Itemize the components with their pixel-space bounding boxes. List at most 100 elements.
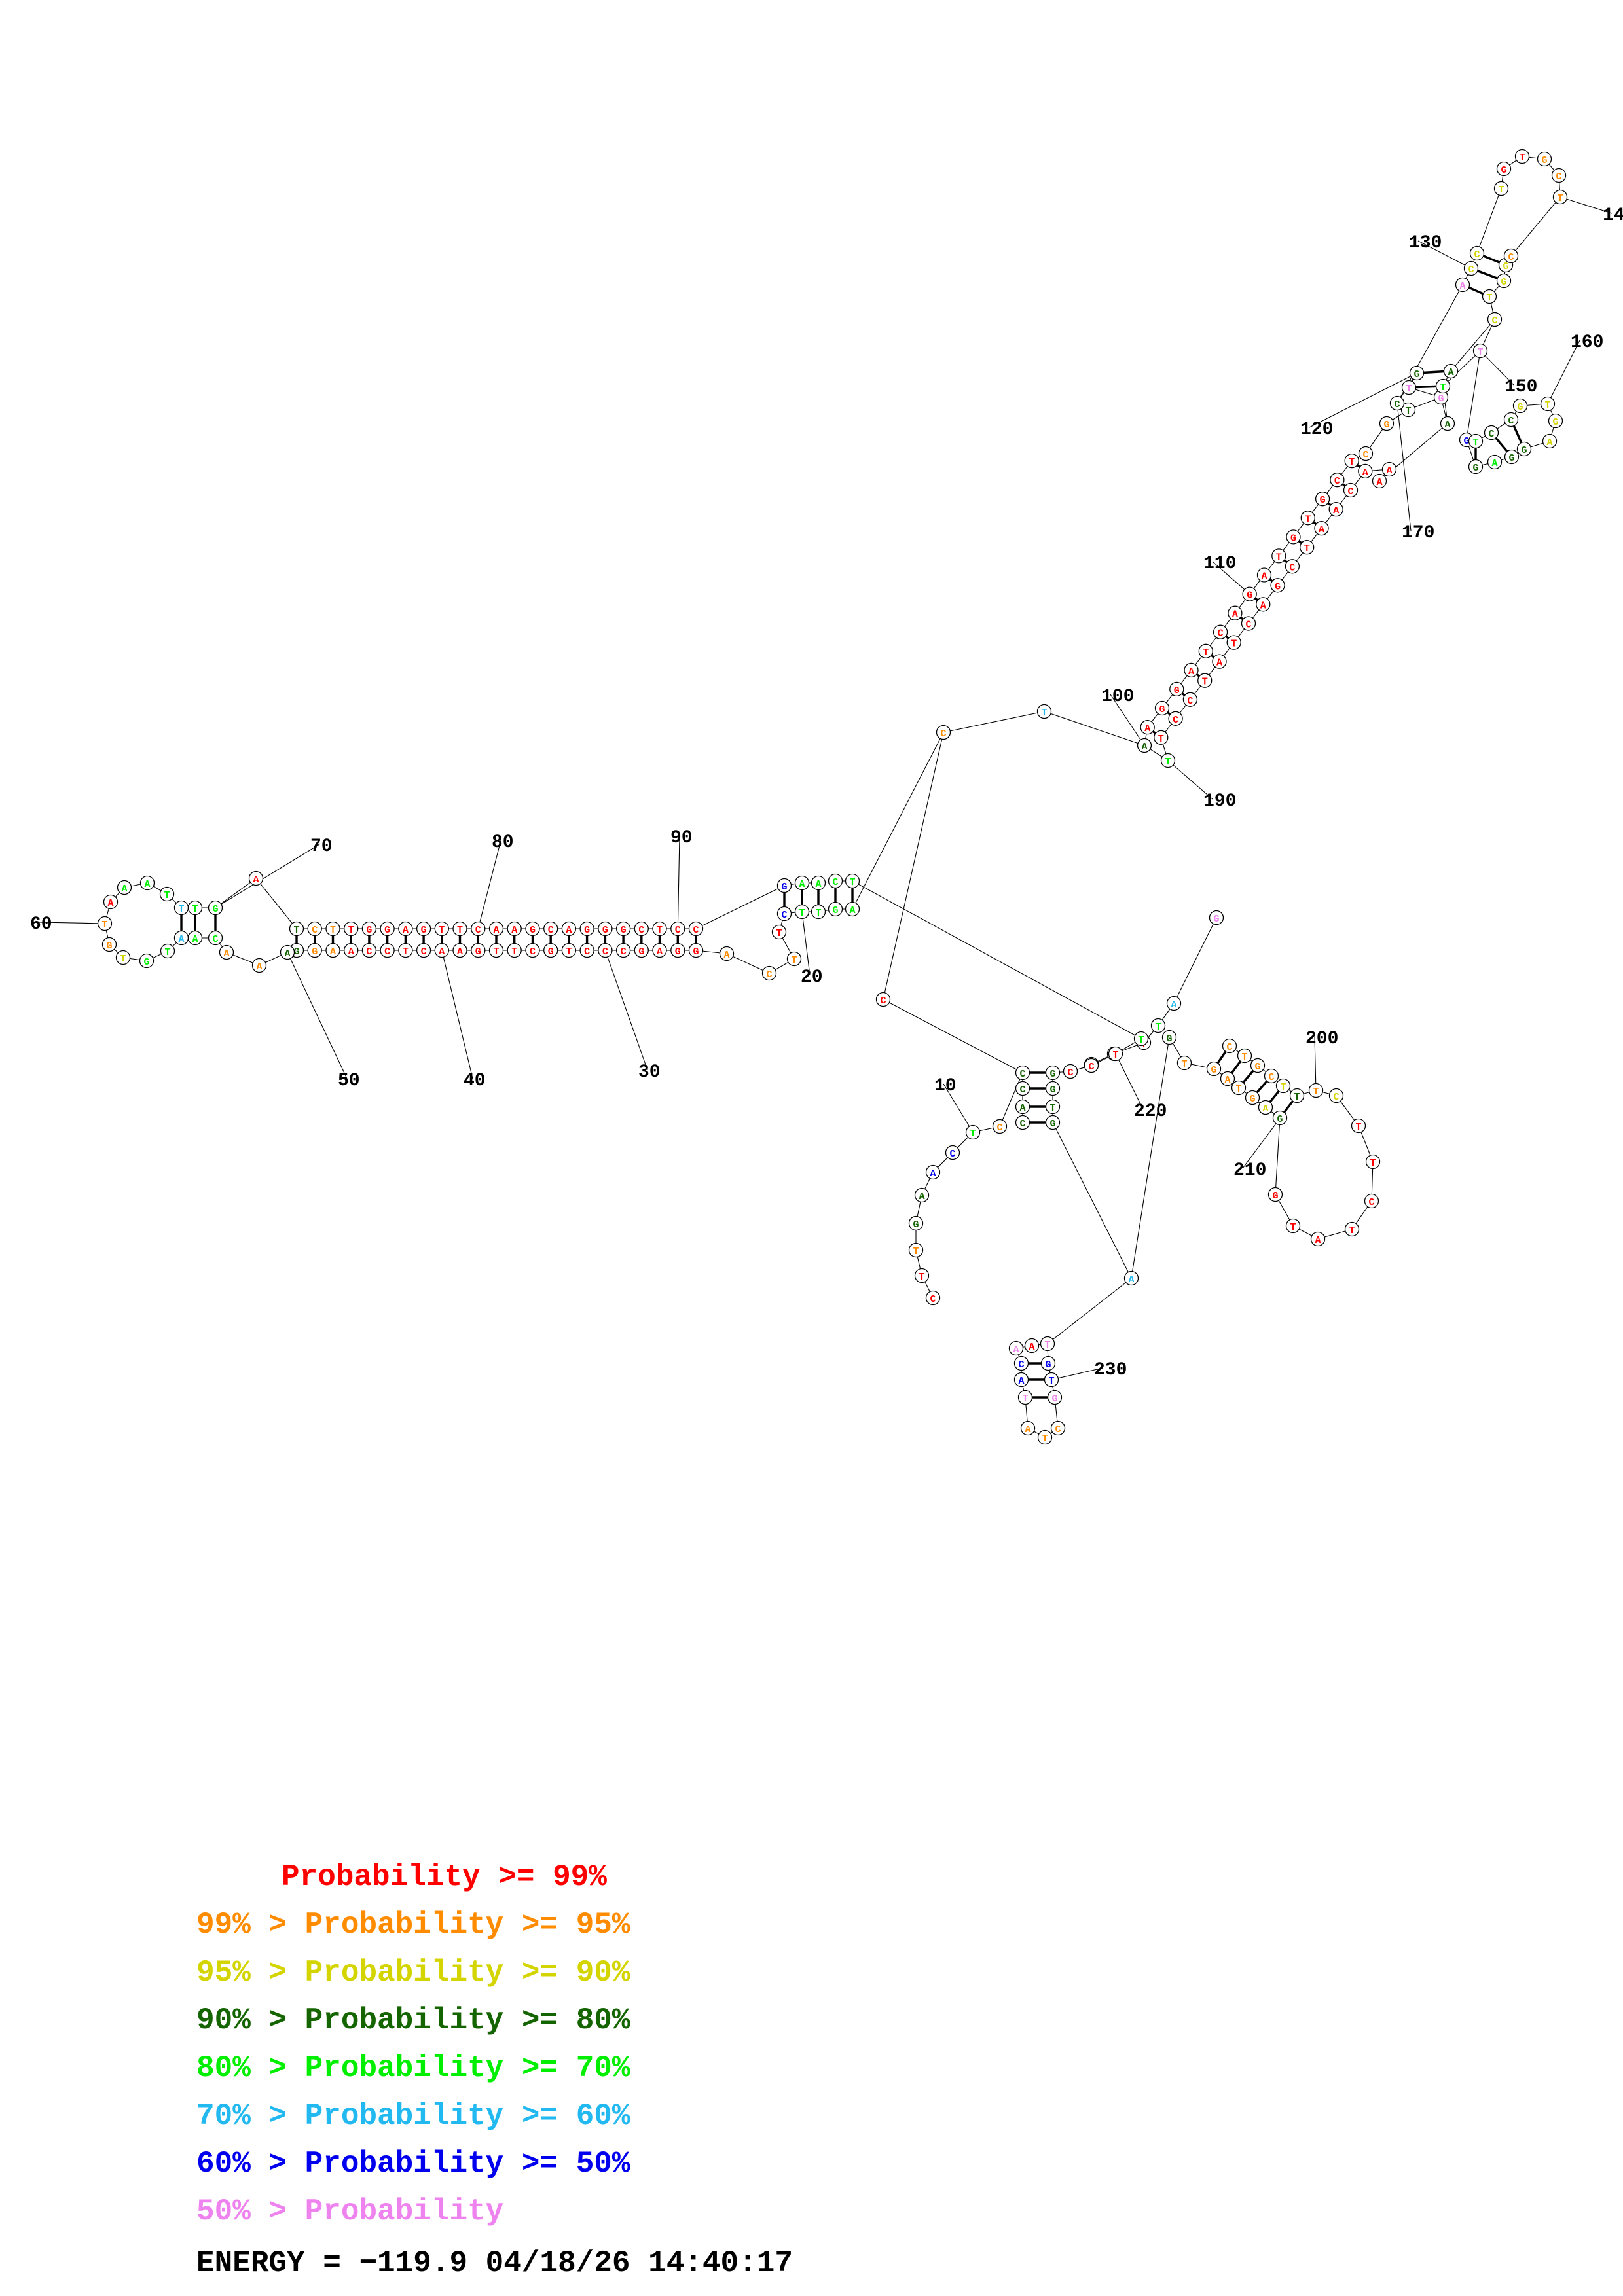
svg-text:T: T bbox=[1181, 1059, 1187, 1070]
svg-text:T: T bbox=[1349, 457, 1355, 468]
svg-text:A: A bbox=[1029, 1342, 1034, 1353]
svg-text:G: G bbox=[693, 946, 699, 958]
svg-text:T: T bbox=[178, 904, 184, 915]
svg-text:A: A bbox=[1025, 1424, 1030, 1435]
svg-text:T: T bbox=[1155, 1022, 1161, 1033]
svg-text:T: T bbox=[493, 946, 499, 958]
svg-text:Probability >= 99%: Probability >= 99% bbox=[282, 1860, 607, 1894]
svg-text:T: T bbox=[1231, 639, 1237, 650]
svg-text:C: C bbox=[584, 946, 590, 958]
svg-text:T: T bbox=[1022, 1393, 1028, 1405]
svg-text:T: T bbox=[1138, 1035, 1144, 1046]
svg-text:T: T bbox=[1557, 193, 1563, 204]
svg-text:100: 100 bbox=[1101, 687, 1134, 707]
svg-text:C: C bbox=[766, 969, 772, 980]
svg-text:T: T bbox=[849, 877, 855, 888]
svg-text:99% > Probability >= 95%: 99% > Probability >= 95% bbox=[196, 1908, 630, 1942]
svg-text:C: C bbox=[1088, 1062, 1094, 1073]
svg-text:80: 80 bbox=[492, 833, 514, 853]
svg-text:T: T bbox=[1165, 757, 1171, 768]
svg-text:A: A bbox=[1224, 1075, 1230, 1086]
svg-text:C: C bbox=[1468, 264, 1474, 276]
svg-text:T: T bbox=[1405, 406, 1411, 417]
svg-text:A: A bbox=[1018, 1376, 1024, 1387]
svg-text:G: G bbox=[212, 904, 218, 915]
svg-text:A: A bbox=[457, 946, 463, 958]
svg-text:A: A bbox=[1261, 571, 1267, 583]
svg-text:C: C bbox=[1334, 476, 1340, 487]
svg-text:T: T bbox=[913, 1246, 919, 1257]
svg-text:G: G bbox=[1211, 1065, 1216, 1076]
svg-text:T: T bbox=[1498, 185, 1504, 196]
svg-text:G: G bbox=[1247, 590, 1252, 601]
svg-text:G: G bbox=[143, 957, 149, 968]
svg-text:30: 30 bbox=[638, 1062, 661, 1083]
svg-text:C: C bbox=[548, 925, 554, 936]
svg-text:C: C bbox=[781, 910, 787, 921]
svg-text:T: T bbox=[1355, 1122, 1361, 1133]
svg-text:G: G bbox=[1413, 369, 1419, 380]
svg-text:T: T bbox=[1313, 1086, 1319, 1098]
svg-text:T: T bbox=[403, 946, 409, 958]
svg-text:C: C bbox=[1055, 1424, 1061, 1435]
svg-text:G: G bbox=[1521, 445, 1527, 456]
svg-text:A: A bbox=[799, 879, 805, 890]
svg-text:160: 160 bbox=[1571, 332, 1603, 353]
svg-text:C: C bbox=[1491, 315, 1497, 327]
svg-text:A: A bbox=[815, 879, 821, 890]
svg-text:G: G bbox=[1501, 165, 1506, 176]
svg-text:C: C bbox=[602, 946, 608, 958]
svg-text:A: A bbox=[1315, 1235, 1321, 1246]
svg-text:G: G bbox=[638, 946, 644, 958]
svg-text:C: C bbox=[940, 728, 946, 740]
svg-text:220: 220 bbox=[1134, 1102, 1167, 1122]
svg-text:T: T bbox=[330, 925, 336, 936]
svg-text:C: C bbox=[675, 925, 681, 936]
svg-text:120: 120 bbox=[1300, 420, 1333, 440]
svg-text:G: G bbox=[832, 905, 838, 916]
svg-text:230: 230 bbox=[1094, 1360, 1127, 1380]
svg-text:70: 70 bbox=[310, 836, 333, 857]
svg-text:T: T bbox=[1440, 382, 1446, 393]
svg-text:50: 50 bbox=[338, 1071, 360, 1091]
svg-text:G: G bbox=[1508, 453, 1514, 464]
svg-text:G: G bbox=[548, 946, 554, 958]
svg-text:G: G bbox=[602, 925, 608, 936]
svg-text:T: T bbox=[1112, 1050, 1118, 1061]
svg-text:T: T bbox=[970, 1128, 976, 1139]
svg-text:A: A bbox=[1141, 742, 1147, 753]
svg-text:A: A bbox=[1013, 1344, 1019, 1355]
svg-text:C: C bbox=[1019, 1069, 1025, 1080]
svg-text:T: T bbox=[1044, 1340, 1050, 1351]
svg-text:G: G bbox=[1541, 155, 1547, 166]
svg-text:G: G bbox=[1501, 277, 1506, 288]
svg-text:G: G bbox=[421, 925, 427, 936]
svg-text:G: G bbox=[1249, 1094, 1255, 1105]
svg-text:G: G bbox=[1166, 1033, 1172, 1045]
svg-text:A: A bbox=[1491, 458, 1497, 469]
svg-text:C: C bbox=[1556, 171, 1561, 183]
svg-text:A: A bbox=[1386, 465, 1392, 476]
svg-text:G: G bbox=[1383, 420, 1389, 431]
svg-text:T: T bbox=[1406, 384, 1412, 395]
svg-text:C: C bbox=[1245, 620, 1251, 631]
svg-text:ENERGY = −119.9 04/18/26 14:4: ENERGY = −119.9 04/18/26 14:40:17 bbox=[196, 2246, 793, 2280]
svg-text:A: A bbox=[1262, 1103, 1268, 1115]
svg-text:A: A bbox=[723, 950, 729, 961]
svg-text:A: A bbox=[144, 879, 150, 890]
svg-text:T: T bbox=[657, 925, 663, 936]
svg-text:G: G bbox=[1213, 914, 1219, 925]
svg-text:A: A bbox=[1319, 524, 1324, 535]
svg-text:C: C bbox=[1173, 715, 1178, 726]
svg-text:C: C bbox=[1018, 1359, 1024, 1371]
svg-text:C: C bbox=[1226, 1042, 1232, 1053]
svg-text:C: C bbox=[1289, 562, 1295, 573]
svg-text:A: A bbox=[493, 925, 499, 936]
svg-text:210: 210 bbox=[1233, 1160, 1266, 1181]
svg-text:G: G bbox=[621, 925, 627, 936]
svg-text:90% > Probability >= 80%: 90% > Probability >= 80% bbox=[196, 2003, 630, 2037]
svg-text:T: T bbox=[1042, 1433, 1048, 1444]
svg-text:A: A bbox=[1128, 1274, 1134, 1285]
svg-text:T: T bbox=[192, 904, 198, 915]
svg-text:T: T bbox=[815, 908, 821, 919]
